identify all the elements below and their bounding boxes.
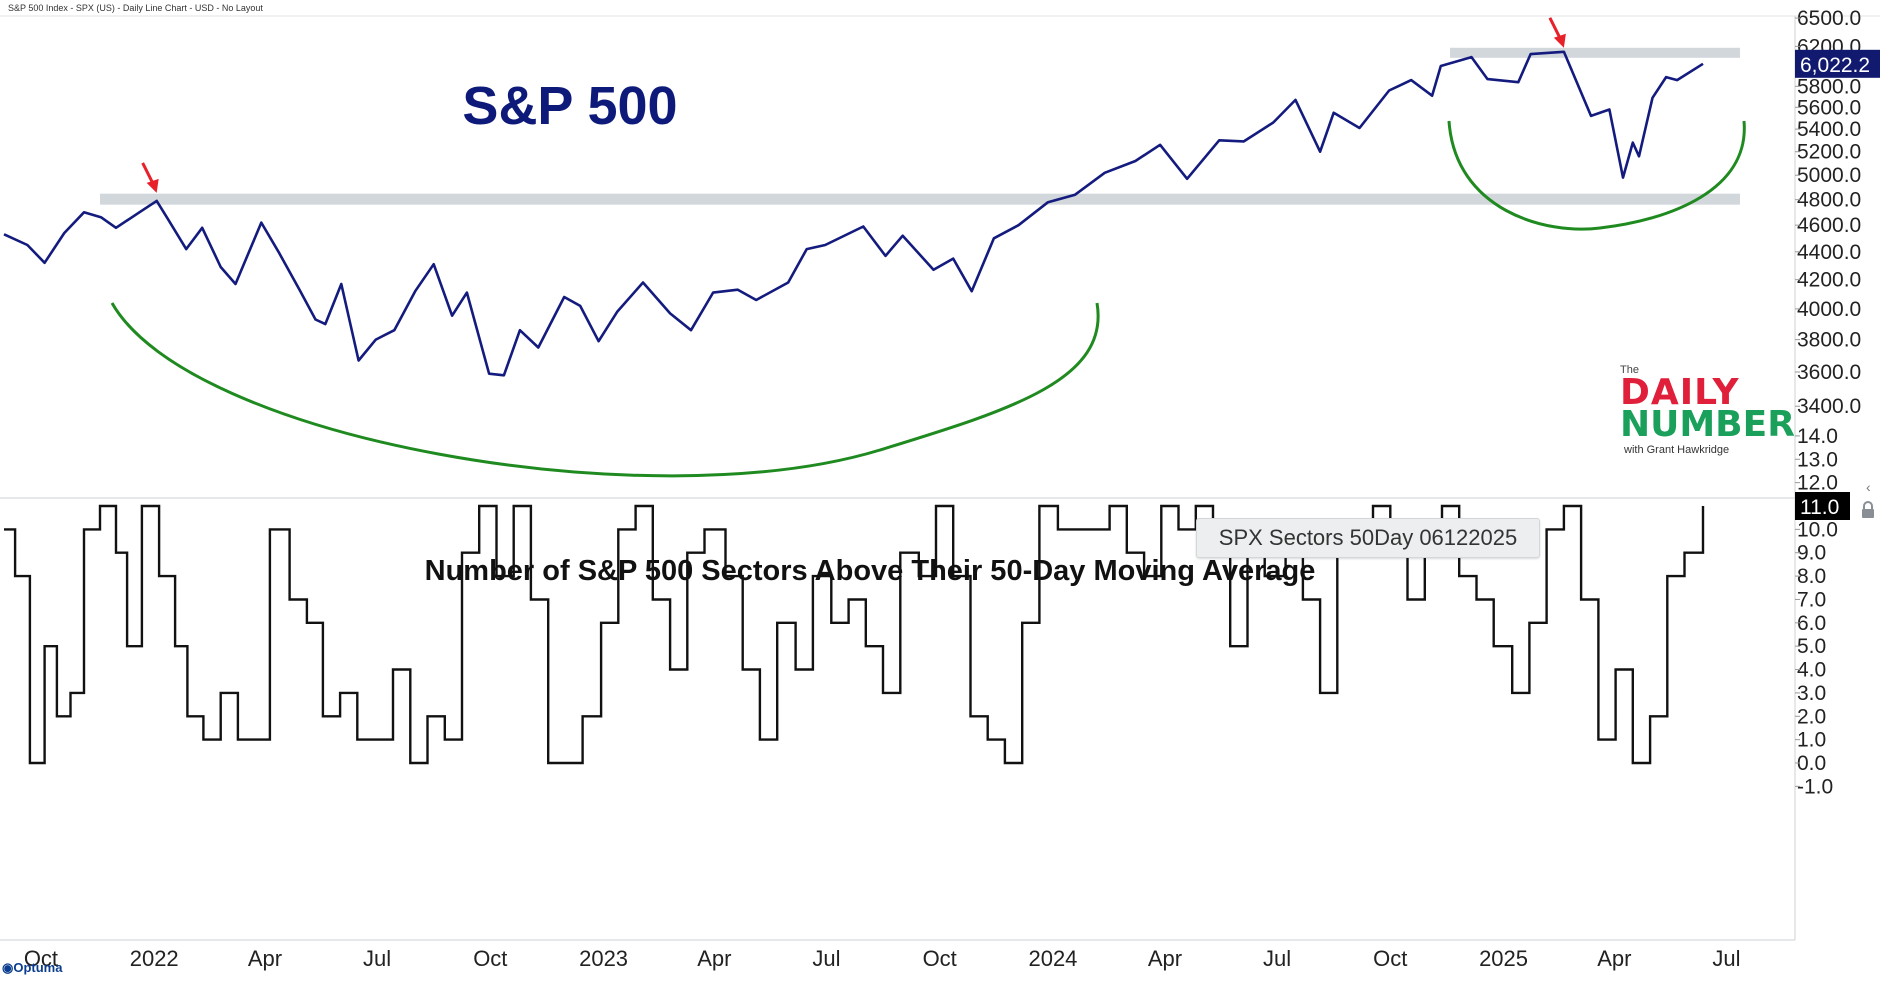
- peak-arrows: [141, 17, 1566, 193]
- x-tick-label: 2024: [1028, 946, 1077, 971]
- x-tick-label: Jul: [1712, 946, 1740, 971]
- last-price-badge: [1795, 49, 1880, 78]
- resistance-band-6144: [1450, 47, 1740, 58]
- top-panel-title: S&P 500: [462, 76, 677, 136]
- x-tick-label: Jul: [1263, 946, 1291, 971]
- breadth-y-tick: 1.0: [1797, 729, 1826, 752]
- resistance-bands: [100, 47, 1740, 205]
- breadth-y-tick: 6.0: [1797, 612, 1826, 635]
- price-y-tick: 4000.0: [1797, 298, 1861, 321]
- logo-daily: DAILY: [1620, 372, 1740, 413]
- x-tick-label: Apr: [248, 946, 282, 971]
- breadth-y-tick: 5.0: [1797, 635, 1826, 658]
- price-y-tick: 3600.0: [1797, 361, 1861, 384]
- x-tick-label: Oct: [1373, 946, 1407, 971]
- price-y-tick: 5400.0: [1797, 118, 1861, 141]
- breadth-y-tick: 13.0: [1797, 448, 1838, 471]
- last-price-label: 6,022.2: [1800, 54, 1870, 77]
- price-y-tick: 3400.0: [1797, 395, 1861, 418]
- breadth-y-tick: 9.0: [1797, 542, 1826, 565]
- x-tick-label: Apr: [697, 946, 731, 971]
- breadth-y-tick: 3.0: [1797, 682, 1826, 705]
- x-tick-label: Jul: [363, 946, 391, 971]
- breadth-y-tick: 0.0: [1797, 752, 1826, 775]
- spx-price-line: [3, 50, 1704, 377]
- x-tick-label: Oct: [24, 946, 58, 971]
- arc-2024-2025: [1447, 120, 1746, 231]
- sector-breadth-line: [4, 504, 1705, 765]
- chart-info-header: S&P 500 Index - SPX (US) - Daily Line Ch…: [8, 3, 263, 13]
- x-tick-label: 2022: [130, 946, 179, 971]
- logo-with: with Grant Hawkridge: [1624, 444, 1730, 456]
- price-y-tick: 4400.0: [1797, 241, 1861, 264]
- price-y-tick: 5600.0: [1797, 96, 1861, 119]
- breadth-y-tick: 8.0: [1797, 565, 1826, 588]
- breadth-y-axis: 14.013.012.011.010.09.08.07.06.05.04.03.…: [1795, 425, 1850, 798]
- bottom-panel-title: Number of S&P 500 Sectors Above Their 50…: [425, 555, 1316, 587]
- last-breadth-label: 11.0: [1800, 496, 1839, 519]
- breadth-y-tick: 7.0: [1797, 588, 1826, 611]
- series-legend[interactable]: SPX Sectors 50Day 06122025: [1196, 518, 1540, 558]
- price-y-tick: 3800.0: [1797, 329, 1861, 352]
- peak-arrow-2025: [1548, 17, 1566, 48]
- date-x-axis: Oct 2022 Apr Jul Oct 2023 Apr Jul Oct 2024 Apr Jul O…: [24, 946, 1741, 971]
- breadth-y-tick: -1.0: [1797, 775, 1833, 798]
- daily-number-logo: The DAILY NUMBER with Grant Hawkridge: [1618, 362, 1798, 462]
- rounded-bottom-arcs: [110, 120, 1746, 478]
- logo-number: NUMBER: [1620, 404, 1795, 445]
- price-y-tick: 4800.0: [1797, 189, 1861, 212]
- x-tick-label: Apr: [1597, 946, 1631, 971]
- x-tick-label: 2023: [579, 946, 628, 971]
- spx-price-series: [3, 50, 1704, 377]
- optuma-icon: ◉: [2, 960, 14, 975]
- breadth-y-tick: 4.0: [1797, 659, 1826, 682]
- breadth-y-tick: 2.0: [1797, 705, 1826, 728]
- price-y-tick: 5800.0: [1797, 75, 1861, 98]
- x-tick-label: Jul: [812, 946, 840, 971]
- peak-arrow-2022: [141, 162, 159, 193]
- price-y-tick: 4200.0: [1797, 269, 1861, 292]
- x-tick-label: Apr: [1148, 946, 1182, 971]
- price-y-tick: 4600.0: [1797, 214, 1861, 237]
- breadth-y-tick: 14.0: [1797, 425, 1838, 448]
- sector-breadth-series: [3, 504, 1705, 765]
- price-y-axis: 6500.06200.06000.05800.05600.05400.05200…: [1795, 7, 1880, 418]
- last-breadth-badge: [1795, 492, 1850, 520]
- price-y-tick: 6500.0: [1797, 7, 1861, 30]
- optuma-brand: ◉Optuma: [2, 960, 62, 976]
- collapse-chevron-icon[interactable]: ‹: [1866, 479, 1871, 495]
- breadth-y-tick: 12.0: [1797, 472, 1838, 495]
- logo-the: The: [1620, 364, 1639, 376]
- resistance-band-4800: [100, 193, 1740, 205]
- arc-2021-2023: [110, 302, 1100, 478]
- optuma-label: Optuma: [13, 960, 63, 975]
- x-tick-label: Oct: [473, 946, 507, 971]
- x-tick-label: Oct: [923, 946, 957, 971]
- price-y-tick: 5200.0: [1797, 141, 1861, 164]
- lock-icon[interactable]: [1862, 501, 1874, 518]
- x-tick-label: 2025: [1479, 946, 1528, 971]
- price-y-tick: 5000.0: [1797, 164, 1861, 187]
- breadth-y-tick: 10.0: [1797, 518, 1838, 541]
